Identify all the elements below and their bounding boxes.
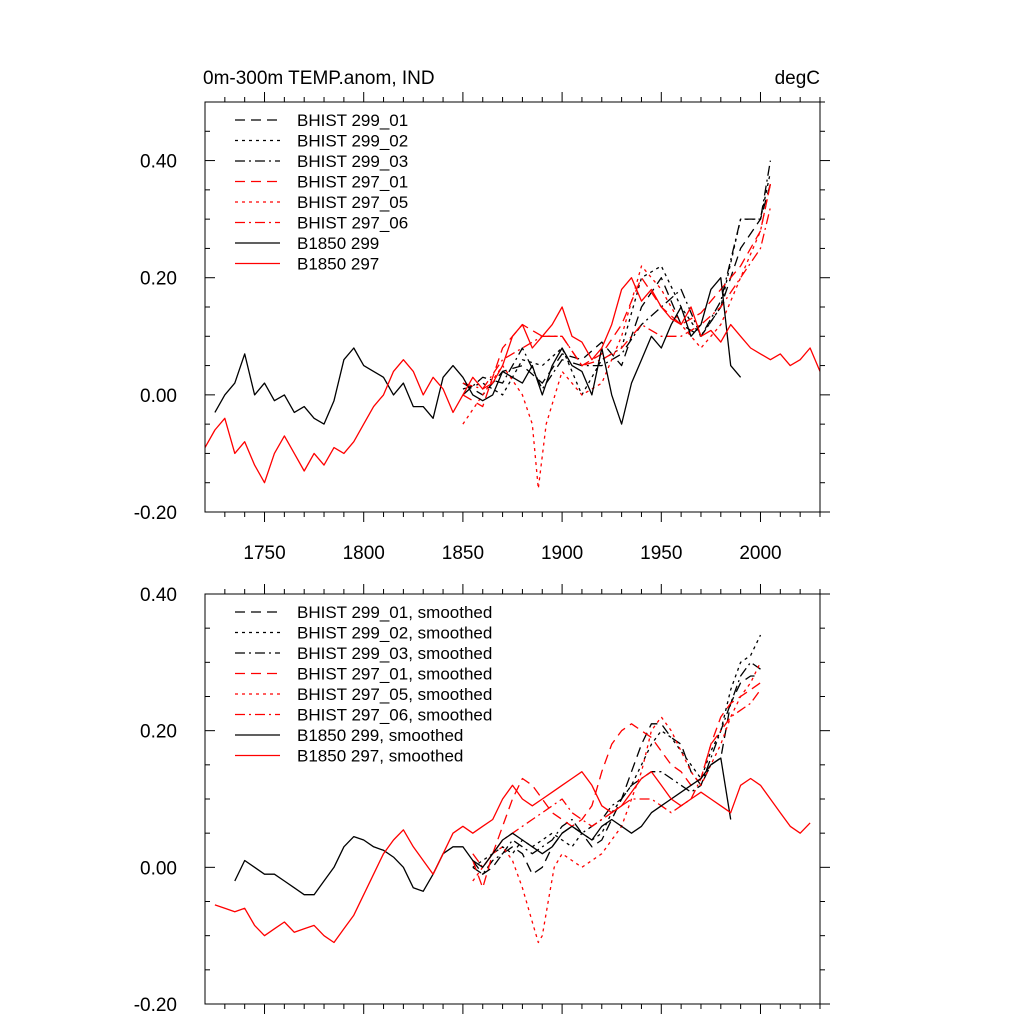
series-line-7 [234,757,732,896]
series-line-6 [472,689,762,868]
legend-label: BHIST 297_05, smoothed [297,685,492,704]
y-tick-label: 0.40 [140,585,177,606]
legend-label: B1850 299, smoothed [297,726,463,745]
legend-label: BHIST 297_06 [297,214,408,233]
y-tick-label: 0.00 [140,858,177,879]
series-line-1 [462,183,772,396]
y-tick-label: 0.40 [140,152,177,173]
bottom-series-group [214,634,811,944]
bottom-plot-frame [204,593,821,1005]
top-plot-frame [204,101,821,513]
series-line-1 [472,675,761,875]
series-line-4 [472,682,761,889]
x-tick-label: 1950 [640,543,682,564]
top-panel: 0m-300m TEMP.anom, IND degC -0.20 0.00 0.2… [134,68,830,564]
series-line-8 [214,771,811,944]
y-tick-label: 0.20 [140,269,177,290]
series-line-5 [462,183,772,490]
legend-label: BHIST 299_03, smoothed [297,644,492,663]
series-line-6 [462,207,772,390]
bottom-panel: -0.20 0.00 0.20 0.40 BHIST 299_01, smoothed… [134,584,830,1016]
series-line-2 [462,172,772,396]
bottom-legend: BHIST 299_01, smoothed BHIST 299_02, smoo… [235,603,492,766]
legend-label: BHIST 299_02 [297,132,408,151]
x-tick-label: 1850 [442,543,484,564]
legend-label: BHIST 297_05 [297,193,408,212]
legend-label: BHIST 299_03 [297,152,408,171]
y-tick-label: 0.00 [140,386,177,407]
series-line-8 [205,277,820,484]
top-panel-title: 0m-300m TEMP.anom, IND [203,68,435,89]
x-tick-label: 1750 [243,543,285,564]
bottom-axes-ticks: -0.20 0.00 0.20 0.40 [134,584,830,1016]
legend-label: BHIST 299_01 [297,111,408,130]
legend-label: BHIST 297_06, smoothed [297,706,492,725]
legend-label: B1850 297 [297,255,379,274]
y-tick-label: -0.20 [134,503,177,524]
series-line-5 [472,662,762,944]
series-line-3 [462,160,772,396]
series-line-3 [472,661,761,875]
legend-label: B1850 297, smoothed [297,747,463,766]
legend-label: BHIST 297_01 [297,173,408,192]
series-line-2 [472,634,762,868]
x-tick-label: 1800 [343,543,385,564]
top-series-group [205,160,820,490]
y-tick-label: 0.20 [140,722,177,743]
series-line-7 [214,277,742,425]
legend-label: BHIST 297_01, smoothed [297,665,492,684]
legend-label: BHIST 299_02, smoothed [297,624,492,643]
legend-label: B1850 299 [297,234,379,253]
y-tick-label: -0.20 [134,995,177,1016]
x-tick-label: 2000 [739,543,781,564]
x-tick-label: 1900 [541,543,583,564]
top-panel-units: degC [775,68,820,89]
legend-label: BHIST 299_01, smoothed [297,603,492,622]
top-axes-ticks: -0.20 0.00 0.20 0.40 1750 1800 1850 1900 1950 200… [134,92,830,564]
